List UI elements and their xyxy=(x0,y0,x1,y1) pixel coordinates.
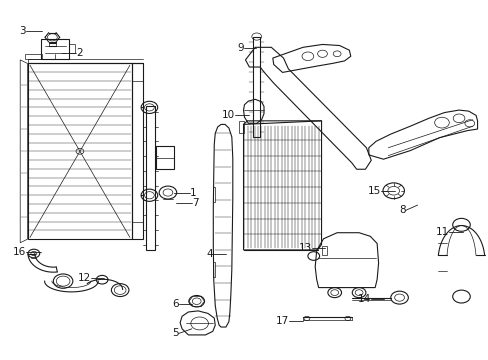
Text: 15: 15 xyxy=(367,186,380,197)
Text: 5: 5 xyxy=(172,328,178,338)
Text: 8: 8 xyxy=(398,206,405,216)
Text: 17: 17 xyxy=(276,316,289,325)
Text: 7: 7 xyxy=(192,198,199,208)
Text: 10: 10 xyxy=(221,111,234,121)
Text: 9: 9 xyxy=(237,43,244,53)
Text: 4: 4 xyxy=(206,248,212,258)
Text: 14: 14 xyxy=(357,294,370,304)
Text: 1: 1 xyxy=(189,188,196,198)
Text: 16: 16 xyxy=(13,247,26,257)
Text: 3: 3 xyxy=(20,26,26,36)
Text: 13: 13 xyxy=(298,243,311,253)
Text: 2: 2 xyxy=(76,48,83,58)
Text: 11: 11 xyxy=(435,227,448,237)
Text: 12: 12 xyxy=(78,273,91,283)
Text: 6: 6 xyxy=(172,299,178,309)
